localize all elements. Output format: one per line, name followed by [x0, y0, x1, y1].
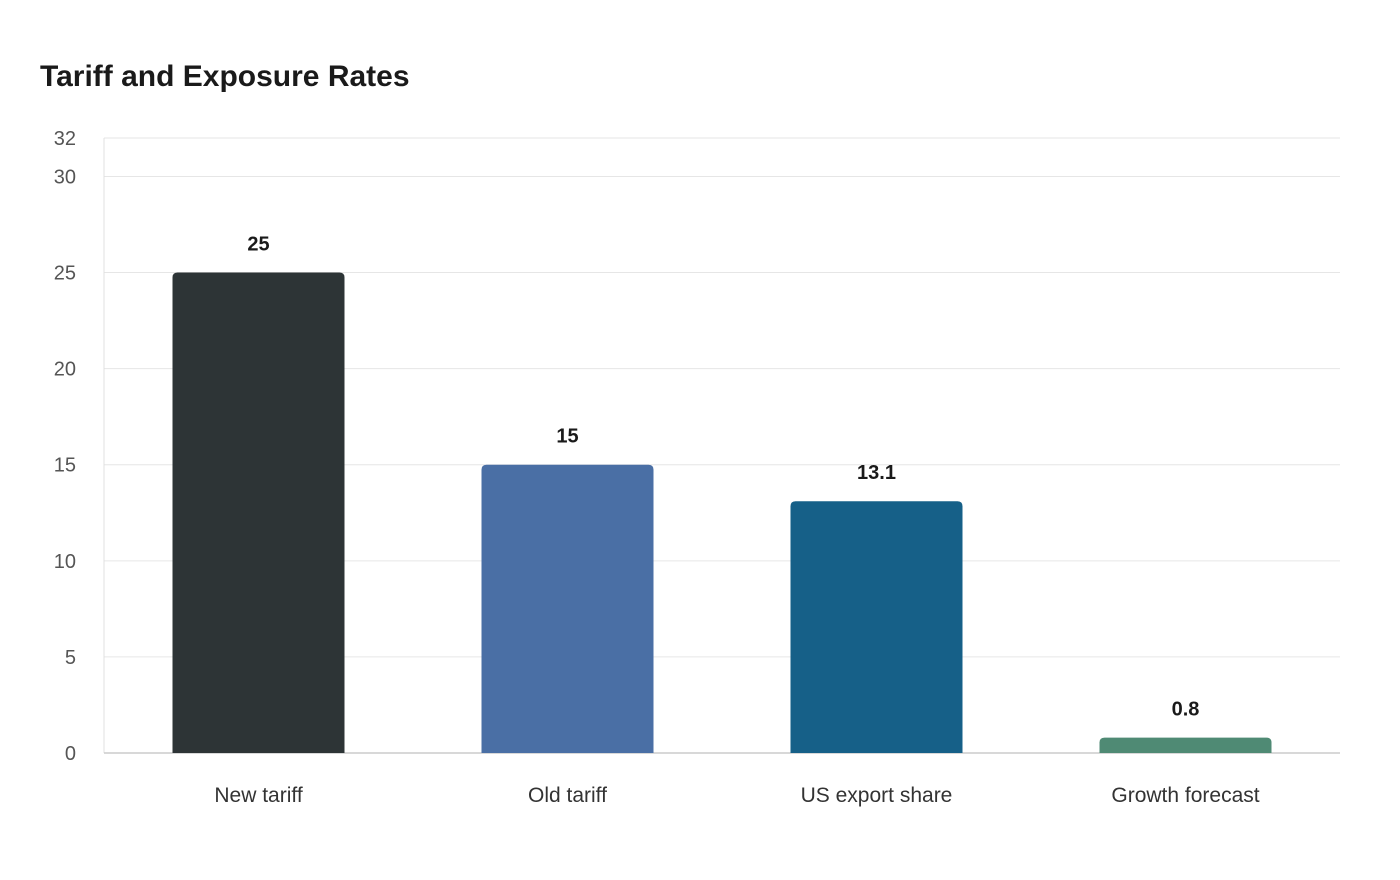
bar-growth-forecast — [1099, 737, 1272, 753]
data-label: 25 — [247, 234, 269, 256]
bar-new-tariff — [172, 272, 345, 753]
bar-old-tariff — [481, 464, 654, 753]
y-tick-label: 0 — [65, 743, 76, 765]
x-category-label: New tariff — [214, 784, 302, 807]
chart-title: Tariff and Exposure Rates — [40, 60, 410, 93]
data-labels: 25 15 13.1 0.8 — [247, 234, 1199, 721]
y-tick-label: 25 — [54, 263, 76, 285]
data-label: 15 — [556, 426, 578, 448]
y-tick-label: 30 — [54, 166, 76, 188]
bars — [172, 272, 1272, 753]
data-label: 13.1 — [857, 462, 896, 484]
x-category-label: Old tariff — [528, 784, 607, 807]
y-tick-label: 15 — [54, 455, 76, 477]
y-tick-label: 5 — [65, 647, 76, 669]
y-tick-label: 10 — [54, 551, 76, 573]
y-tick-label: 20 — [54, 359, 76, 381]
y-axis-ticks: 0 5 10 15 20 25 30 32 — [54, 128, 76, 765]
x-category-label: US export share — [801, 784, 953, 807]
x-category-label: Growth forecast — [1111, 784, 1259, 807]
x-axis-categories: New tariff Old tariff US export share Growt… — [214, 784, 1259, 807]
data-label: 0.8 — [1172, 699, 1200, 721]
bar-us-export-share — [790, 501, 963, 753]
y-tick-label: 32 — [54, 128, 76, 150]
